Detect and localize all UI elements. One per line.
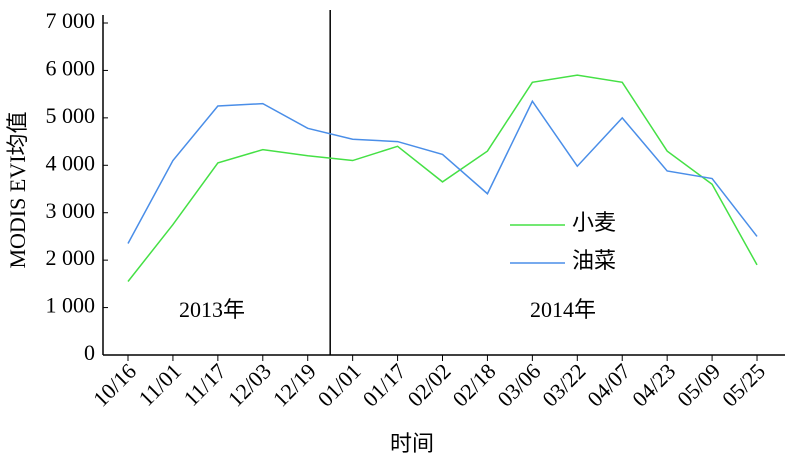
y-tick-label: 5 000 xyxy=(46,103,96,128)
y-tick-label: 7 000 xyxy=(46,8,96,33)
x-tick-label: 03/22 xyxy=(537,358,590,411)
y-tick-label: 3 000 xyxy=(46,198,96,223)
x-tick-label: 01/01 xyxy=(313,358,366,411)
x-tick-label: 04/23 xyxy=(627,358,680,411)
legend-label: 小麦 xyxy=(572,210,616,235)
x-tick-label: 05/09 xyxy=(672,358,725,411)
annotation: 2013年 xyxy=(179,297,245,322)
line-series xyxy=(127,74,758,282)
legend-label: 油菜 xyxy=(572,248,616,273)
x-tick-label: 02/02 xyxy=(402,358,455,411)
y-tick-label: 6 000 xyxy=(46,55,96,80)
x-tick-label: 02/18 xyxy=(447,358,500,411)
x-tick-label: 11/01 xyxy=(133,358,186,411)
x-tick-label: 12/03 xyxy=(223,358,276,411)
x-tick-label: 10/16 xyxy=(88,358,141,411)
y-axis-label: MODIS EVI均值 xyxy=(5,111,30,268)
y-tick-label: 2 000 xyxy=(46,245,96,270)
y-tick-label: 1 000 xyxy=(46,293,96,318)
annotation: 2014年 xyxy=(530,297,596,322)
x-tick-label: 12/19 xyxy=(268,358,321,411)
x-tick-label: 04/07 xyxy=(582,358,635,411)
y-tick-label: 4 000 xyxy=(46,150,96,175)
x-axis-label: 时间 xyxy=(390,431,434,456)
y-tick-label: 0 xyxy=(84,340,95,365)
x-tick-label: 05/25 xyxy=(717,358,770,411)
x-tick-label: 03/06 xyxy=(492,358,545,411)
x-tick-label: 11/17 xyxy=(178,358,231,411)
line-series xyxy=(127,99,758,244)
x-tick-label: 01/17 xyxy=(358,358,411,411)
